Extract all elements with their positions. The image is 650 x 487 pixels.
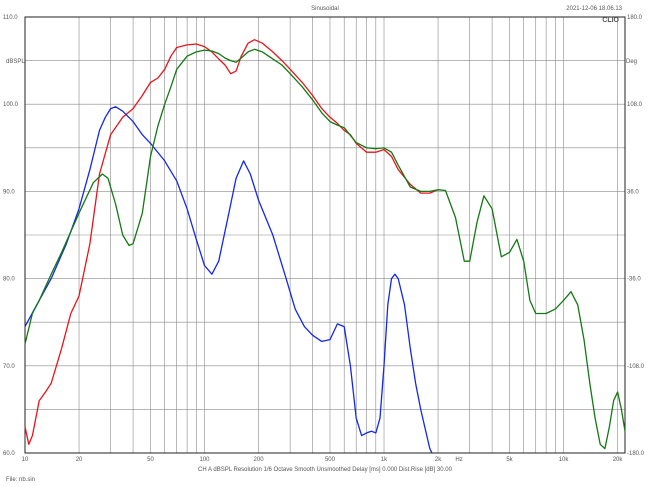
x-tick-label: 1k [381,457,388,463]
tick-labels: 10 20 50 100 200 500 1k 2k 5k 10k 20k 110.0 100.0 90.… [3,15,645,463]
x-tick-label: 20 [76,457,83,463]
x-tick-label: 50 [147,457,154,463]
chart-title: Sinusoidal [311,6,339,12]
right-tick-label: -36.0 [627,277,641,283]
right-tick-label: -108.0 [627,364,645,370]
y-tick-label: 70.0 [3,364,15,370]
y-tick-label: 90.0 [3,189,15,195]
x-unit-label: Hz [455,457,462,463]
x-tick-label: 10k [559,457,570,463]
timestamp: 2021-12-06 18.06.13 [566,6,622,12]
x-tick-label: 100 [200,457,211,463]
series-line-2 [24,106,433,454]
x-tick-label: 10 [22,457,29,463]
y-unit-label: dBSPL [6,59,25,65]
right-tick-label: 36.0 [627,189,639,195]
right-tick-label: 108.0 [627,102,643,108]
right-tick-label: -180.0 [627,451,645,457]
brand-logo: CLIO [602,17,619,24]
series-line-3 [24,48,626,450]
right-unit-label: Deg [626,59,637,65]
plot-frame [24,16,626,454]
y-tick-label: 110.0 [3,15,18,21]
x-tick-label: 200 [254,457,265,463]
series-group [24,39,626,454]
y-tick-label: 80.0 [3,277,15,283]
footer-info: CH A dBSPL Resolution 1/6 Octave Smooth … [198,467,453,473]
x-tick-label: 2k [435,457,442,463]
x-tick-label: 500 [325,457,336,463]
y-tick-label: 100.0 [3,102,19,108]
file-label: File: nb.sin [6,477,35,483]
series-line-1 [24,39,439,445]
right-tick-label: 180.0 [627,15,643,21]
y-tick-label: 60.0 [3,451,15,457]
grid [24,17,625,453]
x-tick-label: 5k [506,457,513,463]
x-tick-label: 20k [613,457,624,463]
